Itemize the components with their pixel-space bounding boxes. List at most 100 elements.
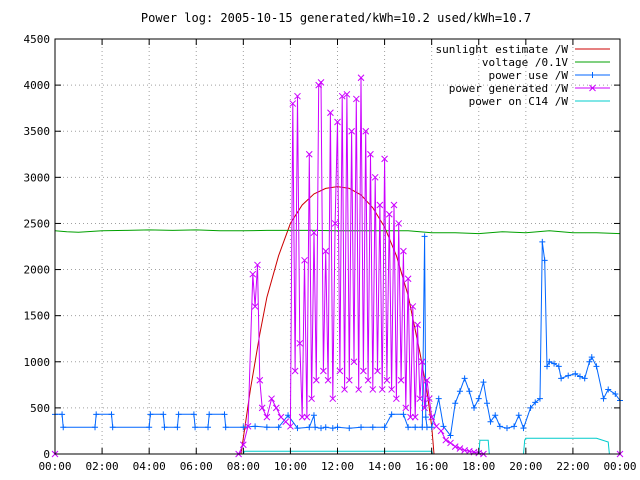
data-point	[422, 414, 429, 421]
data-point	[437, 427, 445, 435]
data-point	[565, 372, 572, 379]
data-point	[320, 367, 327, 375]
data-point	[322, 247, 330, 255]
x-tick-label: 22:00	[556, 460, 589, 473]
data-point	[400, 247, 407, 255]
data-point	[249, 270, 257, 278]
data-point	[376, 201, 384, 209]
axis-ticks: 0 500 1000 1500 2000 2500 3000 3500 4000 4500 00:0…	[24, 33, 637, 473]
data-point	[310, 229, 318, 237]
data-point	[395, 220, 403, 227]
data-point	[272, 404, 280, 412]
data-point	[308, 395, 315, 403]
y-tick-label: 2500	[24, 217, 51, 230]
x-tick-label: 00:00	[38, 460, 71, 473]
data-point	[205, 424, 212, 431]
data-point	[451, 443, 459, 450]
data-point	[600, 395, 607, 402]
data-point	[318, 425, 325, 432]
data-point	[414, 321, 421, 329]
data-point	[146, 424, 153, 431]
data-point	[287, 422, 294, 430]
data-point	[532, 399, 539, 406]
data-point	[310, 412, 317, 419]
data-point	[400, 411, 407, 418]
legend-entry-voltage-0-1v: voltage /0.1V	[482, 56, 610, 69]
data-point	[275, 424, 282, 431]
data-point	[381, 155, 388, 163]
data-point	[174, 424, 181, 431]
data-point	[435, 395, 442, 402]
data-point	[483, 400, 490, 407]
y-tick-label: 3000	[24, 171, 51, 184]
data-point	[593, 363, 600, 370]
data-point	[221, 411, 228, 418]
data-point	[251, 303, 259, 310]
data-point	[418, 358, 426, 366]
data-point	[324, 376, 332, 384]
data-point	[544, 363, 551, 370]
data-point	[364, 376, 372, 384]
data-point	[492, 412, 499, 419]
data-point	[147, 411, 154, 418]
data-point	[256, 376, 264, 384]
x-tick-label: 04:00	[133, 460, 166, 473]
data-point	[555, 363, 562, 370]
data-point	[289, 100, 297, 107]
data-point	[412, 424, 419, 431]
data-point	[416, 395, 424, 403]
data-point	[93, 411, 100, 418]
data-point	[407, 413, 414, 421]
data-point	[357, 74, 365, 82]
data-point	[327, 109, 334, 117]
data-point	[252, 423, 259, 430]
data-point	[369, 386, 377, 393]
data-point	[404, 275, 412, 283]
data-point	[305, 150, 313, 158]
legend-entry-power-use-w: power use /W	[489, 69, 610, 82]
data-point	[393, 395, 400, 403]
data-point	[456, 388, 463, 395]
data-point	[60, 424, 67, 431]
data-point	[362, 127, 370, 135]
data-point	[334, 118, 341, 126]
data-point	[348, 127, 355, 135]
data-point	[572, 370, 579, 377]
data-point	[350, 358, 358, 366]
data-point	[175, 411, 182, 418]
data-point	[360, 367, 367, 375]
data-point	[576, 373, 583, 380]
y-tick-label: 2000	[24, 264, 51, 277]
data-point	[346, 425, 353, 432]
data-point	[355, 386, 363, 393]
x-tick-label: 08:00	[227, 460, 260, 473]
data-point	[294, 425, 301, 432]
data-point	[317, 78, 325, 86]
data-point	[536, 395, 543, 402]
data-point	[59, 411, 66, 418]
series-group	[51, 74, 624, 458]
data-point	[452, 400, 459, 407]
series-power-generated-w	[51, 74, 624, 458]
data-point	[298, 413, 306, 421]
y-tick-label: 1500	[24, 310, 51, 323]
data-point	[301, 256, 308, 264]
data-point	[329, 425, 336, 432]
series-voltage-0-1v	[54, 229, 621, 235]
data-point	[378, 386, 386, 393]
legend-marker	[589, 84, 596, 92]
data-point	[447, 432, 454, 439]
data-point	[461, 375, 468, 382]
data-point	[612, 391, 619, 398]
data-point	[358, 424, 365, 431]
data-point	[390, 201, 398, 209]
data-point	[160, 411, 167, 418]
data-point	[397, 376, 405, 384]
data-point	[425, 395, 433, 403]
data-point	[369, 424, 376, 431]
y-tick-label: 4500	[24, 33, 51, 46]
data-point	[487, 418, 494, 425]
data-point	[409, 303, 417, 310]
